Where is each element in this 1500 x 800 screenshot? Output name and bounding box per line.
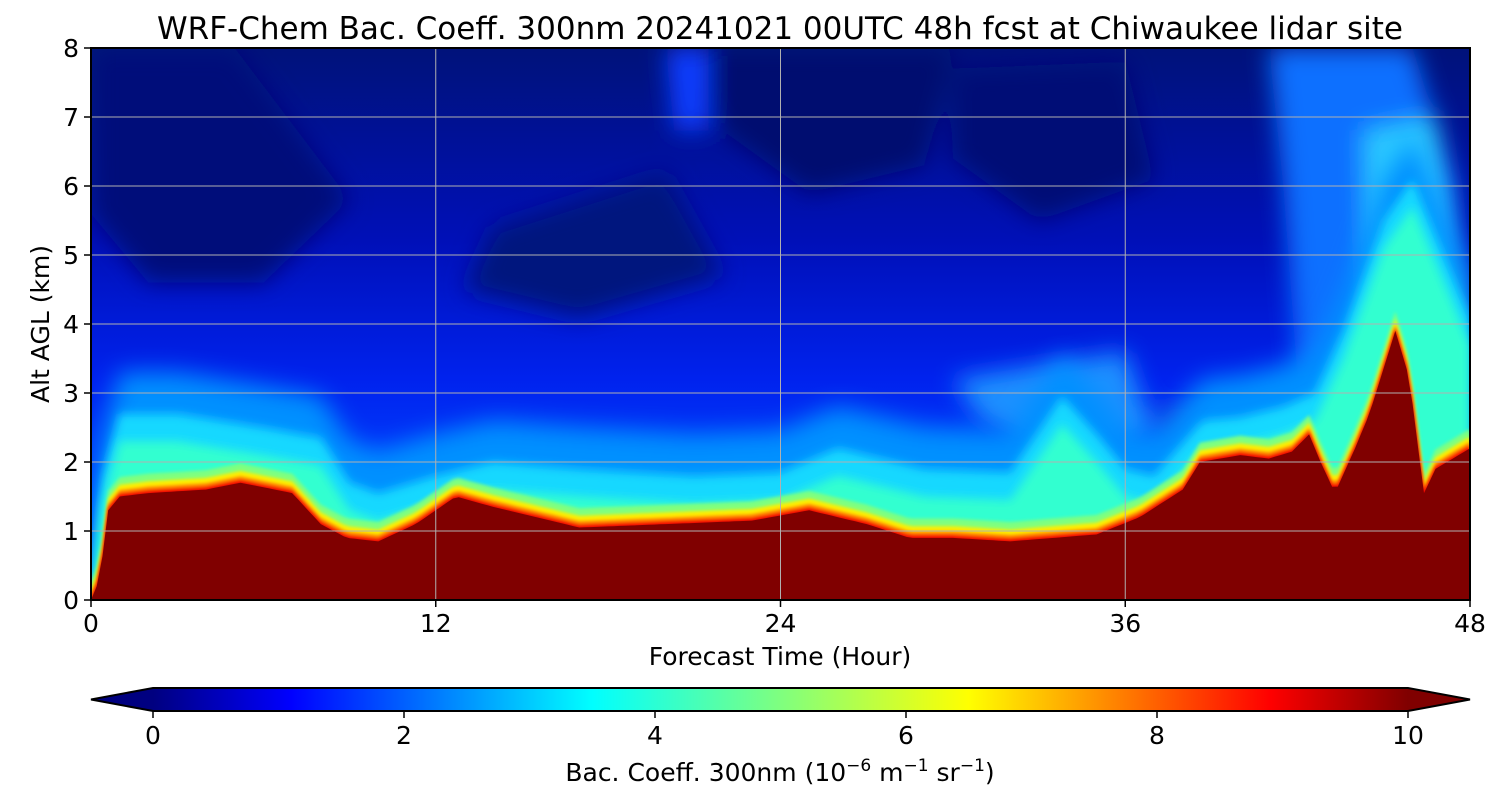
colorbar-body — [153, 688, 1408, 711]
colorbar-extend-low — [91, 688, 153, 711]
x-tick-label: 36 — [1109, 609, 1141, 638]
chart-title: WRF-Chem Bac. Coeff. 300nm 20241021 00UT… — [157, 11, 1403, 47]
colorbar-label: Bac. Coeff. 300nm (10−6 m−1 sr−1) — [565, 756, 994, 787]
bright-streak-top — [665, 48, 709, 131]
colorbar-label-exp1: −6 — [846, 756, 871, 776]
x-axis: 0 12 24 36 48 — [83, 600, 1486, 638]
y-tick-label: 1 — [63, 517, 79, 546]
colorbar-tick-label: 6 — [898, 721, 914, 750]
x-tick-label: 24 — [765, 609, 797, 638]
y-tick-label: 8 — [63, 34, 79, 63]
colorbar-label-unit1: m — [871, 758, 903, 787]
colorbar-extend-high — [1408, 688, 1470, 711]
x-tick-label: 48 — [1454, 609, 1486, 638]
colorbar-tick-label: 2 — [396, 721, 412, 750]
y-axis: 0 1 2 3 4 5 6 7 8 — [63, 34, 91, 615]
colorbar-tick-label: 8 — [1149, 721, 1165, 750]
dark-region-right — [952, 61, 1154, 221]
colorbar-label-text: Bac. Coeff. 300nm (10 — [565, 758, 846, 787]
colorbar: 0 2 4 6 8 10 Bac. Coeff. 300nm (10−6 m−1 sr−1… — [90, 687, 1471, 787]
y-tick-label: 2 — [63, 448, 79, 477]
colorbar-label-exp3: −1 — [960, 756, 985, 776]
colorbar-label-unit2: sr — [929, 758, 961, 787]
dark-region-top-center — [694, 48, 953, 193]
colorbar-tick-label: 0 — [145, 721, 161, 750]
y-tick-label: 6 — [63, 172, 79, 201]
x-axis-label: Forecast Time (Hour) — [649, 642, 912, 671]
colorbar-label-exp2: −1 — [904, 756, 929, 776]
dark-region-center — [464, 172, 723, 318]
colorbar-tick-label: 10 — [1392, 721, 1424, 750]
dark-region-top-left — [91, 48, 350, 283]
colorbar-tick-label: 4 — [647, 721, 663, 750]
colorbar-ticks: 0 2 4 6 8 10 — [145, 711, 1424, 750]
x-tick-label: 12 — [420, 609, 452, 638]
y-tick-label: 3 — [63, 379, 79, 408]
colorbar-label-close: ) — [985, 758, 995, 787]
y-tick-label: 0 — [63, 586, 79, 615]
x-tick-label: 0 — [83, 609, 99, 638]
y-axis-label: Alt AGL (km) — [26, 245, 55, 403]
y-tick-label: 4 — [63, 310, 79, 339]
y-tick-label: 7 — [63, 103, 79, 132]
y-tick-label: 5 — [63, 241, 79, 270]
